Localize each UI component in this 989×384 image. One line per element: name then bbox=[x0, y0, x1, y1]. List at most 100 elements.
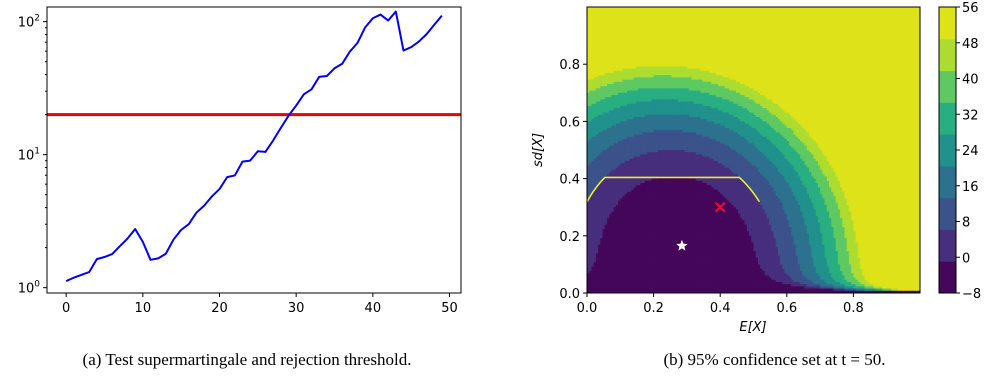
contour-cell bbox=[642, 35, 646, 39]
contour-cell bbox=[673, 59, 677, 63]
contour-cell bbox=[666, 64, 670, 67]
contour-cell bbox=[855, 29, 859, 32]
contour-cell bbox=[749, 13, 752, 17]
contour-cell bbox=[789, 13, 792, 17]
contour-cell bbox=[806, 15, 810, 19]
contour-cell bbox=[622, 75, 626, 78]
contour-cell bbox=[782, 18, 786, 21]
contour-cell bbox=[704, 53, 708, 56]
contour-cell bbox=[604, 44, 608, 48]
contour-cell bbox=[700, 15, 704, 19]
contour-cell bbox=[717, 22, 721, 26]
contour-cell bbox=[882, 68, 886, 72]
contour-cell bbox=[666, 75, 670, 78]
contour-cell bbox=[826, 51, 830, 54]
contour-cell bbox=[844, 18, 848, 21]
contour-cell bbox=[833, 7, 837, 10]
contour-cell bbox=[897, 75, 901, 78]
contour-cell bbox=[762, 64, 766, 67]
contour-cell bbox=[833, 70, 837, 74]
contour-cell bbox=[771, 46, 775, 50]
contour-cell bbox=[851, 11, 854, 15]
contour-cell bbox=[684, 15, 688, 19]
contour-cell bbox=[853, 11, 857, 15]
contour-cell bbox=[742, 35, 746, 39]
contour-cell bbox=[764, 42, 768, 45]
contour-cell bbox=[717, 20, 721, 23]
contour-cell bbox=[606, 11, 610, 15]
contour-cell bbox=[895, 48, 899, 52]
contour-cell bbox=[682, 7, 686, 10]
contour-cell bbox=[842, 44, 846, 48]
contour-cell bbox=[786, 35, 790, 39]
contour-cell bbox=[809, 75, 812, 78]
contour-cell bbox=[760, 57, 763, 61]
contour-cell bbox=[811, 48, 815, 52]
contour-cell bbox=[611, 57, 615, 61]
contour-cell bbox=[806, 22, 810, 26]
contour-cell bbox=[831, 75, 835, 78]
contour-cell bbox=[662, 11, 666, 15]
contour-cell bbox=[764, 9, 768, 12]
contour-cell bbox=[711, 22, 715, 26]
contour-cell bbox=[760, 31, 763, 34]
contour-cell bbox=[626, 73, 630, 76]
contour-cell bbox=[635, 35, 639, 39]
contour-cell bbox=[777, 57, 781, 61]
contour-cell bbox=[753, 7, 757, 10]
contour-cell bbox=[666, 29, 670, 32]
contour-cell bbox=[877, 46, 881, 50]
contour-cell bbox=[642, 44, 646, 48]
contour-cell bbox=[635, 9, 639, 12]
contour-cell bbox=[626, 70, 630, 74]
contour-cell bbox=[775, 73, 779, 76]
contour-cell bbox=[615, 22, 619, 26]
contour-cell bbox=[613, 35, 617, 39]
contour-cell bbox=[802, 75, 806, 78]
contour-cell bbox=[762, 11, 766, 15]
contour-cell bbox=[815, 13, 819, 17]
contour-cell bbox=[800, 66, 803, 70]
contour-cell bbox=[813, 35, 817, 39]
contour-cell bbox=[664, 26, 668, 30]
contour-cell bbox=[815, 11, 819, 15]
contour-cell bbox=[826, 40, 830, 43]
contour-cell bbox=[631, 62, 635, 65]
contour-cell bbox=[824, 62, 828, 65]
contour-cell bbox=[820, 18, 823, 21]
contour-cell bbox=[782, 51, 786, 54]
contour-cell bbox=[735, 68, 739, 72]
contour-cell bbox=[680, 42, 684, 45]
contour-cell bbox=[762, 70, 766, 74]
contour-cell bbox=[589, 73, 593, 76]
contour-cell bbox=[860, 15, 863, 19]
contour-cell bbox=[651, 46, 655, 50]
contour-cell bbox=[700, 77, 704, 81]
contour-cell bbox=[695, 66, 699, 70]
contour-cell bbox=[644, 37, 648, 41]
contour-cell bbox=[729, 29, 732, 32]
contour-cell bbox=[871, 66, 874, 70]
contour-cell bbox=[742, 75, 746, 78]
contour-cell bbox=[866, 62, 870, 65]
contour-cell bbox=[682, 26, 686, 30]
contour-cell bbox=[891, 24, 894, 28]
contour-cell bbox=[626, 42, 630, 45]
contour-cell bbox=[820, 11, 823, 15]
contour-cell bbox=[813, 15, 817, 19]
contour-cell bbox=[895, 64, 899, 67]
contour-cell bbox=[693, 75, 697, 78]
contour-cell bbox=[917, 40, 920, 43]
contour-cell bbox=[600, 73, 604, 76]
contour-cell bbox=[600, 48, 604, 52]
contour-cell bbox=[673, 64, 677, 67]
contour-cell bbox=[620, 51, 624, 54]
contour-cell bbox=[873, 64, 877, 67]
contour-cell bbox=[587, 37, 590, 41]
contour-cell bbox=[649, 29, 652, 32]
contour-cell bbox=[587, 44, 590, 48]
contour-cell bbox=[744, 35, 748, 39]
contour-cell bbox=[891, 48, 894, 52]
contour-cell bbox=[886, 42, 890, 45]
contour-cell bbox=[644, 53, 648, 56]
